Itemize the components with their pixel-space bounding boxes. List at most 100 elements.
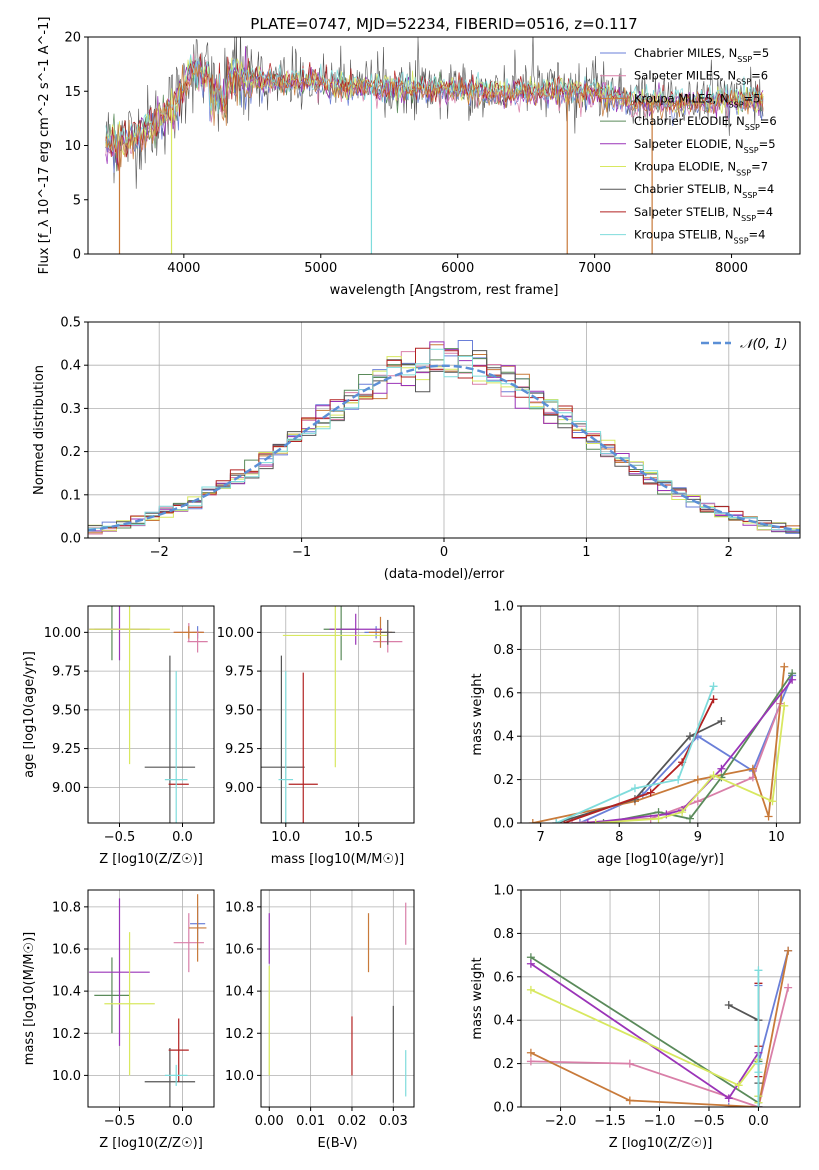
x-tick-label: 0.01 [296,1114,325,1129]
x-tick-label: −1.5 [594,1114,626,1129]
plot-area-spectrum [105,37,764,254]
weight-line [530,950,789,1107]
panel-age_vs_Z [88,606,214,823]
spectrum-legend: Chabrier MILES, NSSP=5 Salpeter MILES, NS… [600,46,777,245]
weight-line [556,685,715,823]
weight-marker [717,717,726,726]
weight-marker [754,966,763,975]
x-axis-label: Z [log10(Z/Z☉)] [609,1136,713,1151]
y-axis-label: Flux [f_λ 10^-17 erg cm^-2 s^-1 A^-1] [37,17,52,275]
frame-residuals: −2 −1 0 1 2 0.0 0.1 0.2 0.3 0.4 0.5 (data-model)/er… [32,316,801,582]
y-tick-label: 0.4 [60,359,81,374]
weight-marker [674,775,683,784]
plot-area-age_vs_mass [261,606,403,823]
weight-marker [528,819,537,823]
legend-label: Salpeter ELODIE, NSSP=5 [634,137,776,155]
plot-area-age_vs_Z [89,606,208,823]
legend-label: Kroupa ELODIE, NSSP=7 [634,160,768,178]
weight-marker [788,675,797,684]
plot-area-residuals [88,340,800,538]
weight-marker [526,959,535,968]
y-tick-label: 0.2 [493,773,514,788]
y-axis-label: age [log10(age/yr)] [22,651,37,778]
weight-marker [724,1001,733,1010]
panel-age_vs_mass [261,606,414,823]
weight-line [563,698,715,823]
weight-marker [630,784,639,793]
y-tick-label: 0.5 [60,316,81,331]
weight-marker [709,695,718,704]
x-tick-label: 5000 [304,261,337,276]
x-tick-label: 6000 [441,261,474,276]
x-axis-label: (data-model)/error [384,567,505,582]
legend-label: Chabrier MILES, NSSP=5 [634,46,769,64]
y-tick-label: 9.25 [52,742,81,757]
y-tick-label: 10.00 [44,626,81,641]
normal-curve [88,364,800,532]
y-tick-label: 0.2 [60,445,81,460]
y-tick-label: 10.0 [52,1069,81,1084]
weight-marker [526,1048,535,1057]
x-tick-label: 0.03 [379,1114,408,1129]
y-axis-label: Normed distribution [32,365,47,495]
weight-marker [599,819,608,823]
figure-title: PLATE=0747, MJD=52234, FIBERID=0516, z=0… [250,15,637,33]
axes-frame [260,605,415,824]
panel-weight_vs_Z [521,889,800,1108]
axes-frame [87,889,215,1108]
legend-label: Chabrier STELIB, NSSP=4 [634,182,774,200]
y-tick-label: 0.0 [60,532,81,547]
x-axis-label: Z [log10(Z/Z☉)] [99,1136,203,1151]
frame-age_vs_Z: −0.5 0.0 9.00 9.25 9.50 9.75 10.00 Z [log10(Z/Z… [22,605,215,867]
y-tick-label: 10.8 [52,900,81,915]
x-tick-label: 10.0 [271,830,300,845]
y-tick-label: 0.0 [493,817,514,832]
x-tick-label: −2.0 [545,1114,577,1129]
y-tick-label: 10.00 [217,626,254,641]
weight-marker [625,1059,634,1068]
weight-marker [780,662,789,671]
y-tick-label: 1.0 [493,884,514,899]
weight-marker [709,682,718,691]
weight-marker [748,764,757,773]
x-tick-label: 0.0 [748,1114,769,1129]
weight-marker [646,788,655,797]
weight-marker [754,1059,763,1068]
x-tick-label: 10.5 [344,830,373,845]
weight-marker [717,764,726,773]
panel-spectrum [105,37,764,254]
weight-marker [754,1103,763,1107]
y-tick-label: 0.4 [493,730,514,745]
legend-label: Kroupa STELIB, NSSP=4 [634,228,765,246]
x-axis-label: E(B-V) [317,1136,357,1151]
y-tick-label: 0.6 [493,686,514,701]
spectrum-line [105,63,764,168]
legend-label: Salpeter MILES, NSSP=6 [634,69,768,87]
residuals-legend: 𝒩(0, 1) [701,337,787,352]
weight-marker [768,797,777,806]
x-tick-label: 9 [694,830,702,845]
weight-marker [724,1103,733,1107]
weight-marker [583,819,592,823]
panel-mass_vs_ebv [261,890,414,1107]
frame-age_vs_mass: 10.0 10.5 9.00 9.25 9.50 9.75 10.00 mass [log10… [217,605,415,867]
axes-frame [520,605,801,824]
weight-marker [552,819,561,823]
plot-area-weight_vs_Z [526,946,793,1107]
weight-marker [575,819,584,823]
x-tick-label: −1 [292,545,311,560]
frame-mass_vs_ebv: 0.00 0.01 0.02 0.03 10.0 10.2 10.4 10.6 10.8 E(B-… [225,889,415,1151]
y-tick-label: 10.6 [52,942,81,957]
plot-area-mass_vs_ebv [268,902,407,1103]
spectrum-line [105,54,764,152]
x-tick-label: −0.5 [104,830,136,845]
legend-label: Chabrier ELODIE, NSSP=6 [634,114,777,132]
frame-weight_vs_age: 7 8 9 10 0.0 0.2 0.4 0.6 0.8 1.0 age [log10(age/yr… [470,600,801,867]
y-tick-label: 10.4 [225,985,254,1000]
x-tick-label: −0.5 [104,1114,136,1129]
y-axis-label: mass weight [470,957,485,1039]
weight-marker [591,819,600,823]
y-tick-label: 9.50 [52,703,81,718]
axes-frame [260,889,415,1108]
